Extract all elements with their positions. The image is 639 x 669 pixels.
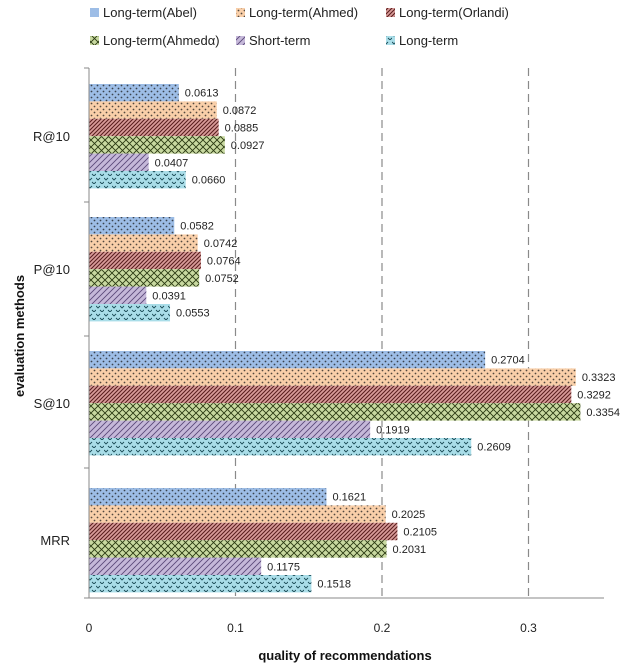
category-label: MRR [40, 533, 70, 548]
legend-swatch-pattern [236, 8, 245, 17]
legend-label: Long-term [399, 33, 458, 48]
bar-pattern [89, 505, 386, 523]
bar-pattern [89, 269, 200, 287]
legend-swatch-pattern [386, 8, 395, 17]
bar-pattern [89, 368, 576, 386]
category-label: S@10 [34, 396, 70, 411]
data-label: 0.1518 [317, 579, 351, 591]
legend-label: Short-term [249, 33, 310, 48]
x-axis-title: quality of recommendations [258, 648, 431, 663]
data-label: 0.2031 [393, 544, 427, 556]
x-tick-label: 0 [86, 621, 93, 635]
data-label: 0.0582 [180, 221, 214, 233]
bar-pattern [89, 118, 219, 137]
data-label: 0.0752 [205, 273, 239, 285]
data-label: 0.1621 [332, 492, 366, 504]
category-label: R@10 [33, 129, 70, 144]
bar-pattern [89, 217, 175, 235]
data-label: 0.2609 [477, 442, 511, 454]
data-label: 0.3354 [586, 407, 620, 419]
bar-pattern [89, 351, 486, 369]
y-axis-title: evaluation methods [12, 275, 27, 397]
bar-pattern [89, 153, 149, 171]
category-label: P@10 [34, 262, 70, 277]
legend-swatch-pattern [386, 36, 395, 45]
x-tick-label: 0.3 [520, 621, 537, 635]
data-label: 0.0613 [185, 88, 219, 100]
bar-pattern [89, 420, 371, 438]
bar-pattern [89, 488, 327, 506]
data-label: 0.0742 [204, 238, 238, 250]
data-label: 0.0407 [155, 157, 189, 169]
legend-label: Long-term(Ahmedα) [103, 33, 220, 48]
data-label: 0.3323 [582, 372, 616, 384]
legend-label: Long-term(Ahmed) [249, 5, 358, 20]
data-label: 0.0553 [176, 308, 210, 320]
bar-pattern [89, 522, 398, 541]
data-label: 0.0872 [223, 105, 257, 117]
legend-swatch-pattern [90, 36, 99, 45]
bar-pattern [89, 575, 312, 593]
data-label: 0.2025 [392, 509, 426, 521]
legend-label: Long-term(Orlandi) [399, 5, 509, 20]
x-tick-label: 0.1 [227, 621, 244, 635]
bar-pattern [89, 557, 262, 575]
bar-pattern [89, 540, 387, 558]
legend-swatch [90, 8, 99, 17]
bar-pattern [89, 403, 581, 421]
bar-pattern [89, 385, 572, 404]
data-label: 0.2704 [491, 355, 525, 367]
bar-pattern [89, 84, 179, 102]
data-label: 0.0764 [207, 256, 241, 268]
bar-pattern [89, 286, 147, 304]
legend-swatch-pattern [236, 36, 245, 45]
data-label: 0.1175 [267, 561, 300, 573]
bar-pattern [89, 101, 217, 119]
grid-lines [234, 68, 530, 598]
bar-pattern [89, 136, 225, 154]
bar-pattern [89, 234, 198, 252]
bar-pattern [89, 438, 472, 456]
axes: 0 0.1 0.2 0.3 [84, 67, 604, 635]
data-label: 0.2105 [403, 527, 437, 539]
legend: Long-term(Abel) Long-term(Ahmed) Long-term… [90, 5, 509, 48]
bar-pattern [89, 171, 186, 189]
x-tick-label: 0.2 [374, 621, 391, 635]
data-label: 0.0660 [192, 175, 226, 187]
bar-pattern [89, 304, 171, 322]
legend-label: Long-term(Abel) [103, 5, 197, 20]
data-label: 0.1919 [376, 424, 410, 436]
bar-pattern [89, 251, 201, 270]
data-label: 0.0927 [231, 140, 265, 152]
data-label: 0.0885 [225, 123, 259, 135]
data-label: 0.0391 [152, 290, 186, 302]
data-label: 0.3292 [577, 390, 611, 402]
